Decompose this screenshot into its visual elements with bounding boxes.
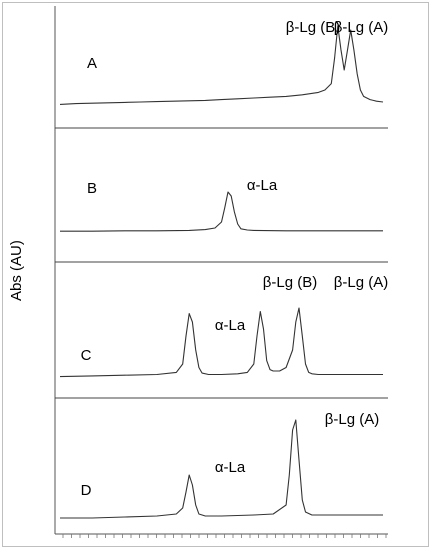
peak-label: β-Lg (A) xyxy=(334,19,388,36)
panel-label: B xyxy=(87,180,97,197)
peak-label: α-La xyxy=(247,177,278,194)
peak-label: α-La xyxy=(215,317,246,334)
panel-label: D xyxy=(81,482,92,499)
panel-label: A xyxy=(87,55,97,72)
chromatogram-trace xyxy=(60,191,383,232)
peak-label: β-Lg (B) xyxy=(263,274,317,291)
figure-frame xyxy=(2,2,429,547)
peak-label: α-La xyxy=(215,459,246,476)
panel-label: C xyxy=(81,347,92,364)
peak-label: β-Lg (A) xyxy=(334,274,388,291)
chromatogram-trace xyxy=(59,25,384,105)
peak-label: β-Lg (B) xyxy=(286,19,340,36)
chromatogram-trace xyxy=(59,307,383,378)
peak-label: β-Lg (A) xyxy=(325,411,379,428)
chromatogram-trace xyxy=(60,419,383,519)
